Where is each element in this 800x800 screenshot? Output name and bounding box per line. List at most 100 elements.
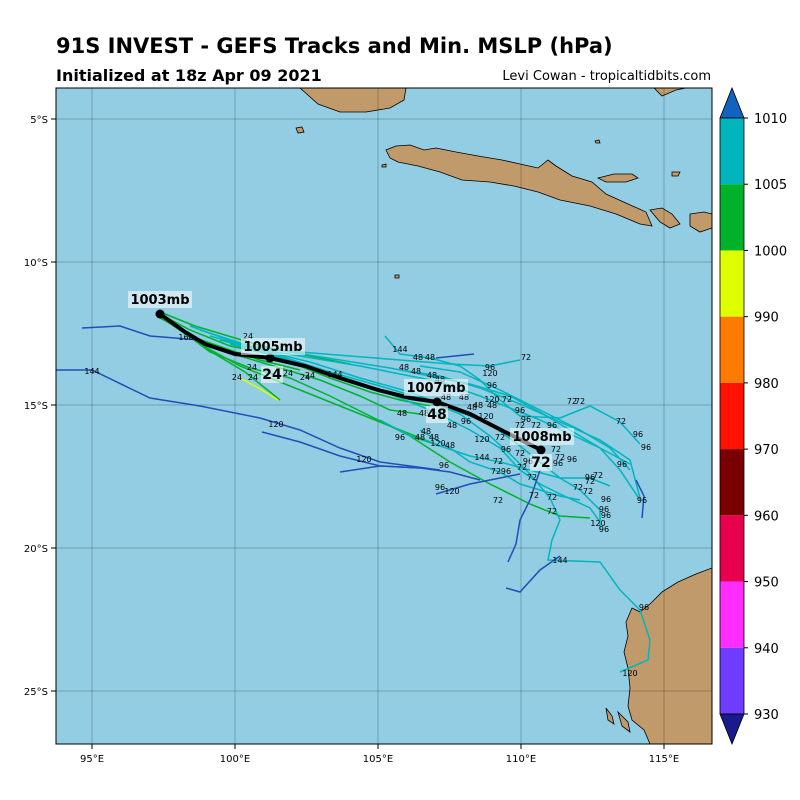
svg-text:72: 72 xyxy=(515,421,525,430)
svg-text:72: 72 xyxy=(527,473,537,482)
svg-text:72: 72 xyxy=(567,397,577,406)
lon-axis: 95°E 100°E 105°E 110°E 115°E xyxy=(80,744,679,765)
member-track xyxy=(384,335,641,445)
colorbar-tick-label: 930 xyxy=(754,708,779,723)
land-australia xyxy=(623,567,712,744)
svg-text:72: 72 xyxy=(491,467,501,476)
land-bali xyxy=(649,207,681,229)
land-lombok xyxy=(689,211,712,233)
svg-text:24: 24 xyxy=(305,371,315,380)
svg-text:96: 96 xyxy=(599,525,609,534)
svg-text:24: 24 xyxy=(283,369,293,378)
member-track xyxy=(505,555,561,593)
ensemble-mean-track xyxy=(158,312,542,452)
svg-text:48: 48 xyxy=(415,433,425,442)
member-track xyxy=(507,469,541,563)
member-track xyxy=(399,369,641,499)
svg-text:72: 72 xyxy=(547,493,557,502)
svg-text:48: 48 xyxy=(421,427,431,436)
member-track xyxy=(339,465,481,481)
land-islet xyxy=(381,163,387,168)
member-track xyxy=(379,419,611,487)
member-track xyxy=(635,479,645,519)
member-track xyxy=(435,473,521,495)
svg-text:24: 24 xyxy=(300,373,310,382)
pressure-label: 1005mb xyxy=(243,340,302,355)
colorbar-tick-label: 1010 xyxy=(754,112,787,127)
colorbar-segment xyxy=(720,647,744,714)
lat-tick-label: 20°S xyxy=(24,544,48,555)
svg-text:48: 48 xyxy=(441,393,451,402)
svg-text:72: 72 xyxy=(517,463,527,472)
svg-text:24: 24 xyxy=(232,373,242,382)
label-backdrop xyxy=(404,379,468,396)
svg-text:96: 96 xyxy=(515,406,525,415)
svg-text:48: 48 xyxy=(399,363,409,372)
svg-text:48: 48 xyxy=(397,409,407,418)
svg-text:48: 48 xyxy=(411,367,421,376)
svg-text:96: 96 xyxy=(485,363,495,372)
svg-text:96: 96 xyxy=(601,495,611,504)
land-java xyxy=(385,144,653,227)
svg-text:96: 96 xyxy=(637,496,647,505)
colorbar-segment xyxy=(720,515,744,582)
colorbar-segment xyxy=(720,118,744,185)
svg-text:96: 96 xyxy=(395,433,405,442)
colorbar-tick-label: 1000 xyxy=(754,244,787,259)
member-track xyxy=(239,345,631,465)
land-sumatra xyxy=(299,88,407,113)
land-madura xyxy=(596,173,639,183)
svg-text:96: 96 xyxy=(553,459,563,468)
svg-text:72: 72 xyxy=(515,449,525,458)
colorbar-segment xyxy=(720,449,744,516)
svg-text:96: 96 xyxy=(601,511,611,520)
svg-text:96: 96 xyxy=(521,415,531,424)
land-islet xyxy=(394,274,400,279)
pressure-label: 1003mb xyxy=(130,293,189,308)
svg-text:120: 120 xyxy=(478,412,493,421)
pressure-label: 1007mb xyxy=(406,381,465,396)
colorbar-bottom-arrow xyxy=(719,713,745,746)
svg-text:96: 96 xyxy=(599,505,609,514)
colorbar-tick-label: 960 xyxy=(754,509,779,524)
hour-label: 48 xyxy=(427,407,446,423)
lon-tick-label: 100°E xyxy=(220,754,250,765)
svg-text:96: 96 xyxy=(487,381,497,390)
lat-tick-label: 15°S xyxy=(24,401,48,412)
svg-text:48: 48 xyxy=(429,433,439,442)
lon-tick-label: 110°E xyxy=(506,754,536,765)
member-track xyxy=(219,339,651,673)
map-gridlines xyxy=(56,88,712,744)
svg-text:96: 96 xyxy=(567,455,577,464)
lon-tick-label: 95°E xyxy=(80,754,104,765)
svg-text:96: 96 xyxy=(547,421,557,430)
colorbar-tick-label: 970 xyxy=(754,443,779,458)
svg-text:96: 96 xyxy=(501,445,511,454)
mean-track-point xyxy=(265,353,275,363)
svg-text:144: 144 xyxy=(392,345,407,354)
svg-text:72: 72 xyxy=(583,487,593,496)
svg-text:96: 96 xyxy=(633,430,643,439)
svg-text:48: 48 xyxy=(425,353,435,362)
svg-text:120: 120 xyxy=(474,435,489,444)
svg-text:72: 72 xyxy=(573,483,583,492)
svg-text:96: 96 xyxy=(639,603,649,612)
svg-text:72: 72 xyxy=(547,507,557,516)
svg-text:96: 96 xyxy=(461,417,471,426)
svg-text:72: 72 xyxy=(551,445,561,454)
svg-text:96: 96 xyxy=(523,457,533,466)
colorbar-segment xyxy=(720,581,744,648)
svg-text:72: 72 xyxy=(521,353,531,362)
colorbar-segment xyxy=(720,250,744,317)
svg-text:96: 96 xyxy=(435,483,445,492)
label-backdrop xyxy=(261,366,283,383)
member-track xyxy=(239,377,279,401)
mean-track-point xyxy=(536,445,546,455)
svg-text:120: 120 xyxy=(590,519,605,528)
label-backdrop xyxy=(530,454,552,471)
land-kalimantan xyxy=(653,88,687,97)
svg-text:48: 48 xyxy=(447,421,457,430)
pressure-label: 1008mb xyxy=(512,430,571,445)
svg-text:72: 72 xyxy=(585,477,595,486)
svg-text:120: 120 xyxy=(444,487,459,496)
